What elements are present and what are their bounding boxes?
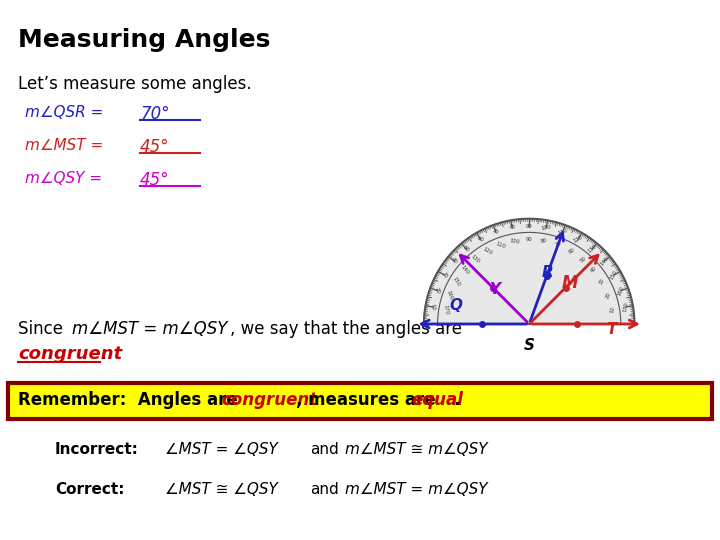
Text: 40: 40 xyxy=(590,266,598,274)
Text: m∠MST = m∠QSY: m∠MST = m∠QSY xyxy=(345,482,487,497)
Text: 160: 160 xyxy=(446,289,454,301)
Text: 150: 150 xyxy=(451,276,461,287)
Text: 70°: 70° xyxy=(140,105,170,123)
Text: T: T xyxy=(606,321,616,336)
Text: 80: 80 xyxy=(508,225,516,231)
Text: , measures are: , measures are xyxy=(296,391,441,409)
Text: 100: 100 xyxy=(541,224,552,231)
Text: 170: 170 xyxy=(622,301,629,313)
Text: and: and xyxy=(310,482,338,497)
Text: R: R xyxy=(542,265,554,280)
Text: Y: Y xyxy=(490,282,500,297)
Text: 40: 40 xyxy=(450,257,458,265)
Text: 120: 120 xyxy=(572,234,584,244)
Text: 110: 110 xyxy=(495,241,506,249)
Text: m∠QSR =: m∠QSR = xyxy=(25,105,108,120)
Text: , we say that the angles are: , we say that the angles are xyxy=(230,320,462,338)
Text: 70: 70 xyxy=(554,241,562,248)
Text: 120: 120 xyxy=(482,246,492,256)
Text: 20: 20 xyxy=(605,291,612,299)
Text: Correct:: Correct: xyxy=(55,482,125,497)
Text: .: . xyxy=(453,391,459,409)
Text: 100: 100 xyxy=(509,238,520,245)
Text: .: . xyxy=(100,345,106,363)
Text: 80: 80 xyxy=(540,238,548,244)
Text: 10: 10 xyxy=(609,306,615,313)
Text: 70: 70 xyxy=(492,228,500,235)
Text: Measuring Angles: Measuring Angles xyxy=(18,28,271,52)
Text: 170: 170 xyxy=(443,304,449,315)
Text: congruent: congruent xyxy=(18,345,122,363)
Text: 50: 50 xyxy=(579,255,588,264)
Text: 20: 20 xyxy=(433,287,441,294)
Text: 10: 10 xyxy=(430,303,436,310)
Text: Since: Since xyxy=(18,320,73,338)
Text: 130: 130 xyxy=(587,244,598,254)
Text: Q: Q xyxy=(449,299,462,314)
Text: m∠MST =: m∠MST = xyxy=(25,138,108,153)
Text: 140: 140 xyxy=(459,265,470,275)
Text: and: and xyxy=(310,442,338,457)
Text: m∠MST = m∠QSY: m∠MST = m∠QSY xyxy=(72,320,228,338)
Text: 90: 90 xyxy=(526,224,533,228)
Text: Let’s measure some angles.: Let’s measure some angles. xyxy=(18,75,251,93)
Text: m∠MST ≅ m∠QSY: m∠MST ≅ m∠QSY xyxy=(345,442,487,457)
Polygon shape xyxy=(424,219,634,324)
Text: 30: 30 xyxy=(441,271,449,279)
Text: 130: 130 xyxy=(469,254,480,265)
Text: 60: 60 xyxy=(476,235,485,243)
Text: Remember:  Angles are: Remember: Angles are xyxy=(18,391,243,409)
FancyBboxPatch shape xyxy=(8,383,712,419)
Text: m∠QSY =: m∠QSY = xyxy=(25,171,107,186)
Text: ∠MST = ∠QSY: ∠MST = ∠QSY xyxy=(165,442,278,457)
Text: 50: 50 xyxy=(462,245,470,253)
Text: 45°: 45° xyxy=(140,138,170,156)
Text: 45°: 45° xyxy=(140,171,170,189)
Text: congruent: congruent xyxy=(221,391,318,409)
Text: 60: 60 xyxy=(567,247,575,255)
Text: 30: 30 xyxy=(598,278,606,286)
Text: 160: 160 xyxy=(617,285,625,296)
Text: M: M xyxy=(562,274,578,292)
Text: 110: 110 xyxy=(557,228,568,236)
Text: S: S xyxy=(523,339,535,354)
Text: equal: equal xyxy=(411,391,463,409)
Text: 140: 140 xyxy=(599,255,609,267)
Text: 90: 90 xyxy=(526,237,533,242)
Text: 150: 150 xyxy=(609,269,618,281)
Text: Incorrect:: Incorrect: xyxy=(55,442,139,457)
Text: ∠MST ≅ ∠QSY: ∠MST ≅ ∠QSY xyxy=(165,482,278,497)
